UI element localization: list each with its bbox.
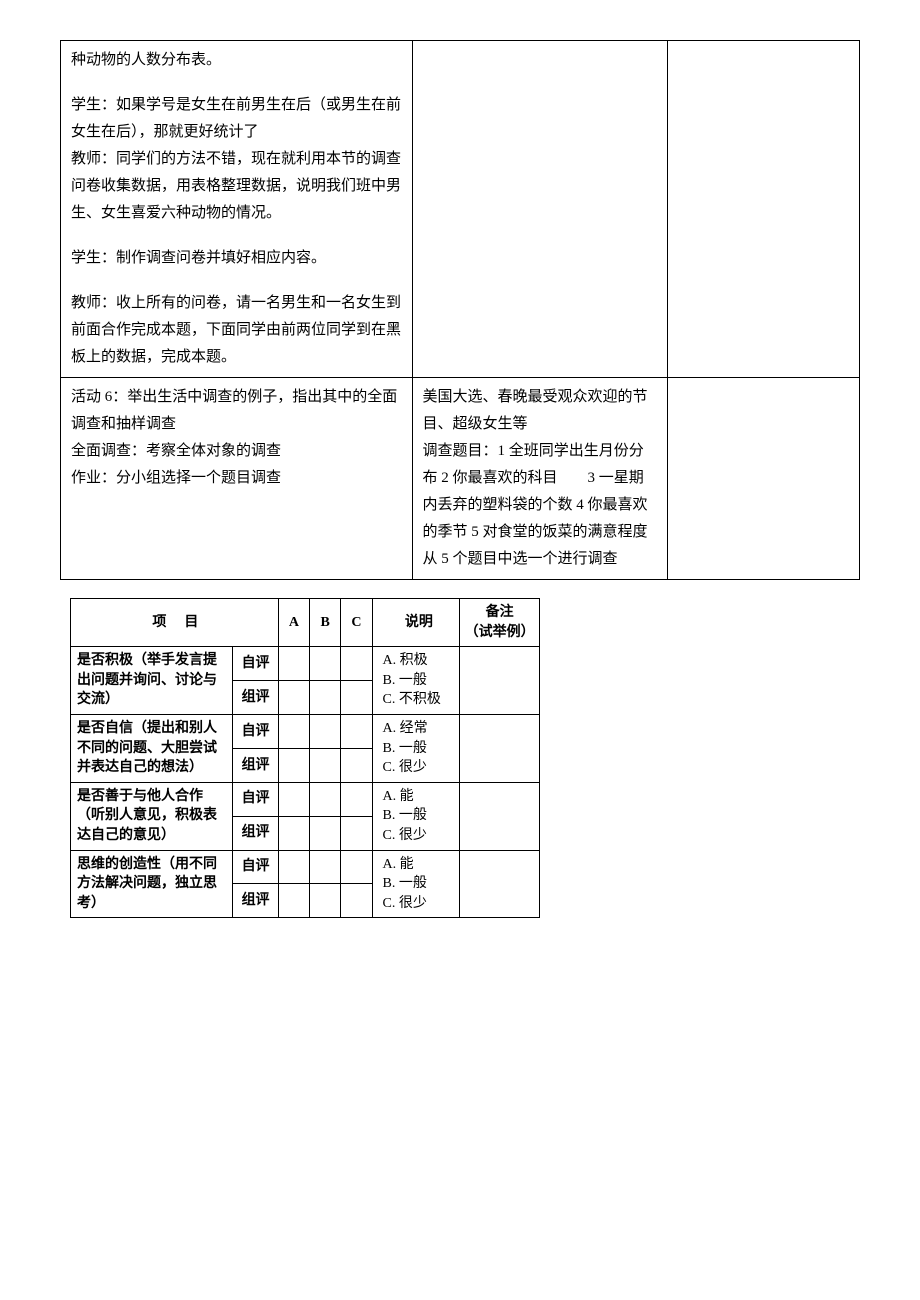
desc-c: C. 很少 (383, 896, 427, 911)
eval-row: 是否自信（提出和别人不同的问题、大胆尝试并表达自己的想法） 自评 A. 经常 B… (71, 714, 540, 748)
grade-cell[interactable] (278, 681, 309, 715)
evaluation-table-wrap: 项目 A B C 说明 备注 （试举例） 是否积极（举手发言提出问题并询问、讨论… (60, 598, 860, 918)
desc-a: A. 积极 (383, 653, 428, 668)
header-item: 项目 (71, 599, 279, 647)
grade-cell[interactable] (341, 850, 372, 884)
grade-cell[interactable] (278, 748, 309, 782)
eval-item: 是否善于与他人合作（听别人意见，积极表达自己的意见） (71, 782, 233, 850)
text-line: 学生：制作调查问卷并填好相应内容。 (71, 245, 402, 272)
blank-cell (668, 41, 860, 378)
grade-cell[interactable] (341, 816, 372, 850)
activity-cell: 活动 6：举出生活中调查的例子，指出其中的全面调查和抽样调查 全面调查：考察全体… (61, 378, 413, 580)
grade-cell[interactable] (278, 782, 309, 816)
eval-row: 思维的创造性（用不同方法解决问题，独立思考） 自评 A. 能 B. 一般 C. … (71, 850, 540, 884)
table-row: 活动 6：举出生活中调查的例子，指出其中的全面调查和抽样调查 全面调查：考察全体… (61, 378, 860, 580)
text-line: 活动 6：举出生活中调查的例子，指出其中的全面调查和抽样调查 (71, 384, 402, 438)
desc-cell: A. 能 B. 一般 C. 很少 (372, 850, 460, 918)
self-label: 自评 (233, 782, 278, 816)
text-line: 从 5 个题目中选一个进行调查 (423, 546, 658, 573)
eval-item: 思维的创造性（用不同方法解决问题，独立思考） (71, 850, 233, 918)
text-line: 学生：如果学号是女生在前男生在后（或男生在前女生在后），那就更好统计了 (71, 92, 402, 146)
eval-row: 是否善于与他人合作（听别人意见，积极表达自己的意见） 自评 A. 能 B. 一般… (71, 782, 540, 816)
grade-cell[interactable] (278, 884, 309, 918)
grade-cell[interactable] (341, 782, 372, 816)
eval-row: 是否积极（举手发言提出问题并询问、讨论与交流） 自评 A. 积极 B. 一般 C… (71, 647, 540, 681)
grade-cell[interactable] (310, 748, 341, 782)
desc-b: B. 一般 (383, 808, 427, 823)
note-line1: 备注 (486, 605, 514, 620)
blank-cell (668, 378, 860, 580)
desc-b: B. 一般 (383, 673, 427, 688)
eval-item: 是否积极（举手发言提出问题并询问、讨论与交流） (71, 647, 233, 715)
evaluation-table: 项目 A B C 说明 备注 （试举例） 是否积极（举手发言提出问题并询问、讨论… (70, 598, 540, 918)
desc-cell: A. 经常 B. 一般 C. 很少 (372, 714, 460, 782)
text-line: 种动物的人数分布表。 (71, 47, 402, 74)
grade-cell[interactable] (278, 816, 309, 850)
eval-header-row: 项目 A B C 说明 备注 （试举例） (71, 599, 540, 647)
text-line: 调查题目：1 全班同学出生月份分布 2 你最喜欢的科目 3 一星期内丢弃的塑料袋… (423, 438, 658, 546)
desc-a: A. 经常 (383, 721, 428, 736)
activity-cell: 种动物的人数分布表。 学生：如果学号是女生在前男生在后（或男生在前女生在后），那… (61, 41, 413, 378)
group-label: 组评 (233, 884, 278, 918)
grade-cell[interactable] (310, 647, 341, 681)
notes-cell: 美国大选、春晚最受观众欢迎的节目、超级女生等 调查题目：1 全班同学出生月份分布… (412, 378, 668, 580)
desc-c: C. 不积极 (383, 692, 441, 707)
grade-cell[interactable] (341, 647, 372, 681)
desc-a: A. 能 (383, 857, 414, 872)
desc-cell: A. 能 B. 一般 C. 很少 (372, 782, 460, 850)
text-line: 全面调查：考察全体对象的调查 (71, 438, 402, 465)
self-label: 自评 (233, 850, 278, 884)
group-label: 组评 (233, 816, 278, 850)
desc-b: B. 一般 (383, 876, 427, 891)
grade-cell[interactable] (341, 714, 372, 748)
self-label: 自评 (233, 647, 278, 681)
header-desc: 说明 (372, 599, 460, 647)
grade-cell[interactable] (341, 748, 372, 782)
grade-cell[interactable] (278, 714, 309, 748)
grade-cell[interactable] (341, 884, 372, 918)
grade-cell[interactable] (310, 681, 341, 715)
grade-cell[interactable] (278, 850, 309, 884)
lesson-plan-table: 种动物的人数分布表。 学生：如果学号是女生在前男生在后（或男生在前女生在后），那… (60, 40, 860, 580)
note-cell[interactable] (460, 647, 540, 715)
desc-b: B. 一般 (383, 741, 427, 756)
desc-cell: A. 积极 B. 一般 C. 不积极 (372, 647, 460, 715)
grade-cell[interactable] (341, 681, 372, 715)
notes-cell (412, 41, 668, 378)
eval-item: 是否自信（提出和别人不同的问题、大胆尝试并表达自己的想法） (71, 714, 233, 782)
header-b: B (310, 599, 341, 647)
desc-a: A. 能 (383, 789, 414, 804)
header-note: 备注 （试举例） (460, 599, 540, 647)
note-cell[interactable] (460, 714, 540, 782)
text-line: 美国大选、春晚最受观众欢迎的节目、超级女生等 (423, 384, 658, 438)
text-line: 教师：收上所有的问卷，请一名男生和一名女生到前面合作完成本题，下面同学由前两位同… (71, 290, 402, 371)
text-line: 作业：分小组选择一个题目调查 (71, 465, 402, 492)
note-cell[interactable] (460, 782, 540, 850)
desc-c: C. 很少 (383, 828, 427, 843)
group-label: 组评 (233, 748, 278, 782)
grade-cell[interactable] (310, 714, 341, 748)
group-label: 组评 (233, 681, 278, 715)
text-line: 教师：同学们的方法不错，现在就利用本节的调查问卷收集数据，用表格整理数据，说明我… (71, 146, 402, 227)
grade-cell[interactable] (278, 647, 309, 681)
grade-cell[interactable] (310, 782, 341, 816)
note-line2: （试举例） (465, 625, 535, 640)
note-cell[interactable] (460, 850, 540, 918)
grade-cell[interactable] (310, 884, 341, 918)
self-label: 自评 (233, 714, 278, 748)
header-c: C (341, 599, 372, 647)
desc-c: C. 很少 (383, 760, 427, 775)
table-row: 种动物的人数分布表。 学生：如果学号是女生在前男生在后（或男生在前女生在后），那… (61, 41, 860, 378)
grade-cell[interactable] (310, 816, 341, 850)
grade-cell[interactable] (310, 850, 341, 884)
header-a: A (278, 599, 309, 647)
